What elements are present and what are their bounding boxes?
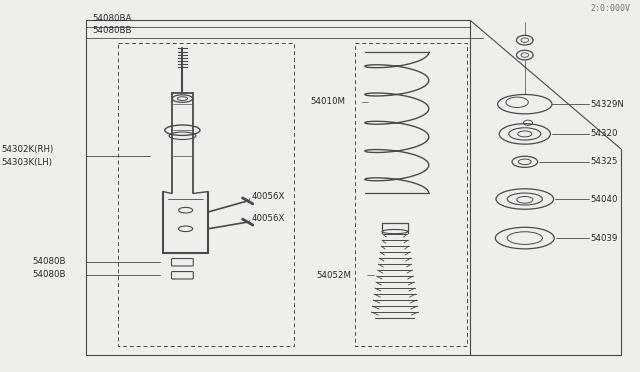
- Bar: [86, 20, 470, 355]
- Text: 54080BA: 54080BA: [93, 15, 132, 23]
- Text: 54052M: 54052M: [316, 271, 351, 280]
- Text: 54080B: 54080B: [32, 270, 65, 279]
- Text: 54320: 54320: [590, 129, 618, 138]
- Text: 2:0:000V: 2:0:000V: [590, 4, 630, 13]
- Text: 54325: 54325: [590, 157, 618, 166]
- Text: 54329N: 54329N: [590, 100, 624, 109]
- Bar: [355, 43, 467, 346]
- Text: 54303K(LH): 54303K(LH): [1, 158, 52, 167]
- Text: 40056X: 40056X: [252, 192, 285, 201]
- Bar: [118, 43, 294, 346]
- Text: 54010M: 54010M: [310, 97, 346, 106]
- Text: 54080B: 54080B: [32, 257, 65, 266]
- Text: 54302K(RH): 54302K(RH): [1, 145, 54, 154]
- Text: 54080BB: 54080BB: [93, 26, 132, 35]
- Text: 40056X: 40056X: [252, 214, 285, 223]
- Text: 54039: 54039: [590, 234, 618, 243]
- Text: 54040: 54040: [590, 195, 618, 203]
